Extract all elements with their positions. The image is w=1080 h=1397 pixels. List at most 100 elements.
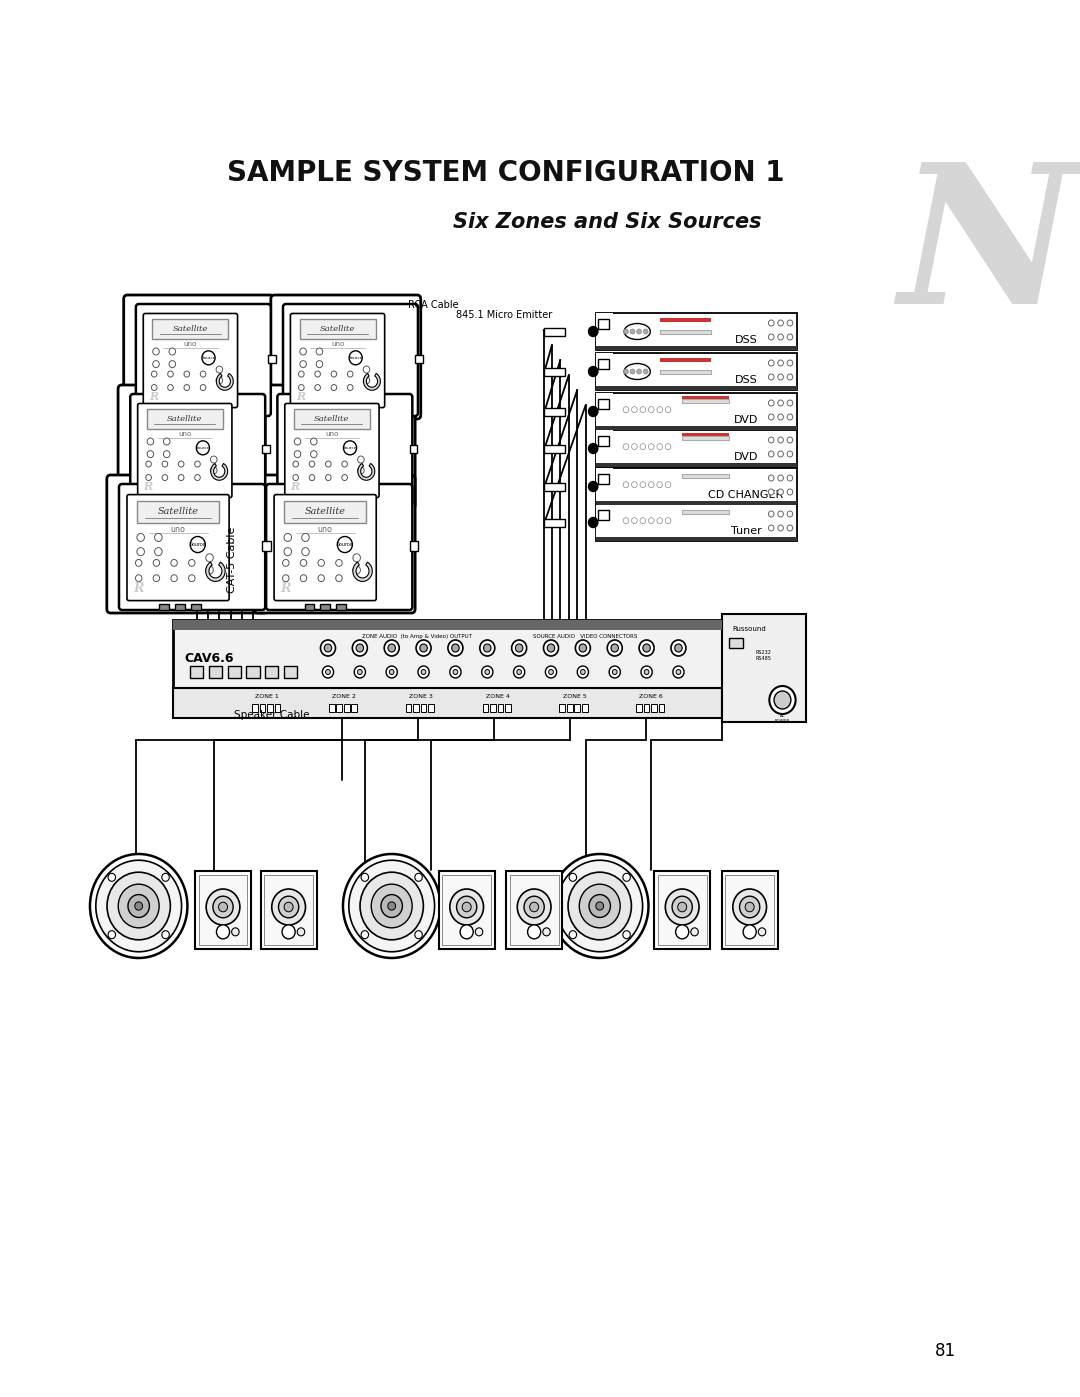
Circle shape (354, 666, 365, 678)
Circle shape (657, 482, 662, 488)
Circle shape (768, 489, 774, 495)
Circle shape (675, 644, 683, 652)
Text: uno: uno (325, 432, 338, 437)
Circle shape (623, 518, 629, 524)
Circle shape (361, 873, 368, 882)
Circle shape (787, 511, 793, 517)
Circle shape (189, 574, 195, 581)
Circle shape (769, 686, 796, 714)
Circle shape (607, 640, 622, 657)
Bar (262, 541, 271, 550)
Circle shape (190, 536, 205, 553)
Circle shape (778, 374, 783, 380)
Circle shape (778, 400, 783, 407)
Bar (575, 704, 580, 712)
Circle shape (108, 930, 116, 939)
Circle shape (372, 884, 413, 928)
Circle shape (361, 930, 368, 939)
FancyBboxPatch shape (107, 475, 268, 613)
Text: Satellite: Satellite (173, 326, 208, 332)
Circle shape (745, 902, 754, 912)
Text: Source: Source (190, 542, 206, 548)
Circle shape (557, 861, 643, 951)
Circle shape (589, 366, 598, 377)
Bar (252, 704, 258, 712)
Circle shape (787, 360, 793, 366)
Circle shape (787, 489, 793, 495)
FancyBboxPatch shape (291, 313, 384, 408)
Circle shape (189, 559, 195, 566)
Circle shape (623, 444, 629, 450)
FancyBboxPatch shape (127, 495, 229, 601)
Bar (660, 330, 712, 334)
Circle shape (787, 374, 793, 380)
Circle shape (178, 461, 184, 467)
Circle shape (357, 669, 362, 675)
Circle shape (154, 534, 162, 542)
Circle shape (341, 475, 348, 481)
Bar (284, 666, 297, 678)
Text: DVD: DVD (733, 415, 758, 425)
Circle shape (515, 644, 523, 652)
Circle shape (543, 640, 558, 657)
Circle shape (283, 559, 289, 566)
Circle shape (137, 548, 145, 556)
Circle shape (184, 372, 190, 377)
Bar (246, 666, 259, 678)
Text: N: N (897, 156, 1076, 345)
Circle shape (589, 482, 598, 492)
Text: SAMPLE SYSTEM CONFIGURATION 1: SAMPLE SYSTEM CONFIGURATION 1 (227, 159, 785, 187)
Text: 81: 81 (934, 1343, 956, 1361)
Circle shape (326, 669, 330, 675)
Circle shape (548, 644, 555, 652)
Bar (544, 482, 565, 490)
Ellipse shape (624, 363, 650, 380)
Circle shape (671, 640, 686, 657)
Text: uno: uno (171, 525, 186, 534)
Circle shape (665, 482, 671, 488)
Circle shape (768, 320, 774, 326)
Circle shape (284, 534, 292, 542)
Text: RCA Cable: RCA Cable (407, 300, 458, 310)
Circle shape (349, 861, 434, 951)
Circle shape (639, 640, 654, 657)
Circle shape (631, 369, 635, 374)
Circle shape (631, 330, 635, 334)
Bar (284, 500, 366, 522)
Circle shape (482, 666, 492, 678)
Circle shape (778, 360, 783, 366)
FancyBboxPatch shape (266, 386, 415, 509)
Circle shape (579, 884, 620, 928)
Circle shape (623, 930, 631, 939)
Bar (596, 346, 797, 351)
Circle shape (569, 930, 577, 939)
Circle shape (332, 372, 337, 377)
Circle shape (300, 559, 307, 566)
Circle shape (475, 928, 483, 936)
Circle shape (194, 461, 200, 467)
Circle shape (645, 669, 649, 675)
Circle shape (318, 559, 324, 566)
Bar (582, 704, 588, 712)
Circle shape (485, 669, 489, 675)
Bar (268, 355, 275, 363)
Circle shape (778, 437, 783, 443)
Circle shape (665, 407, 671, 412)
Circle shape (637, 330, 642, 334)
Circle shape (178, 475, 184, 481)
Circle shape (147, 451, 153, 458)
Circle shape (589, 894, 610, 918)
FancyBboxPatch shape (118, 386, 268, 509)
Circle shape (551, 854, 648, 958)
Bar (507, 870, 563, 949)
Circle shape (623, 482, 629, 488)
Circle shape (665, 444, 671, 450)
Ellipse shape (624, 324, 650, 339)
Circle shape (194, 475, 200, 481)
Bar (660, 369, 712, 373)
Bar (596, 393, 797, 430)
Bar (544, 367, 565, 376)
Circle shape (462, 902, 471, 912)
Circle shape (415, 873, 422, 882)
Circle shape (643, 644, 650, 652)
